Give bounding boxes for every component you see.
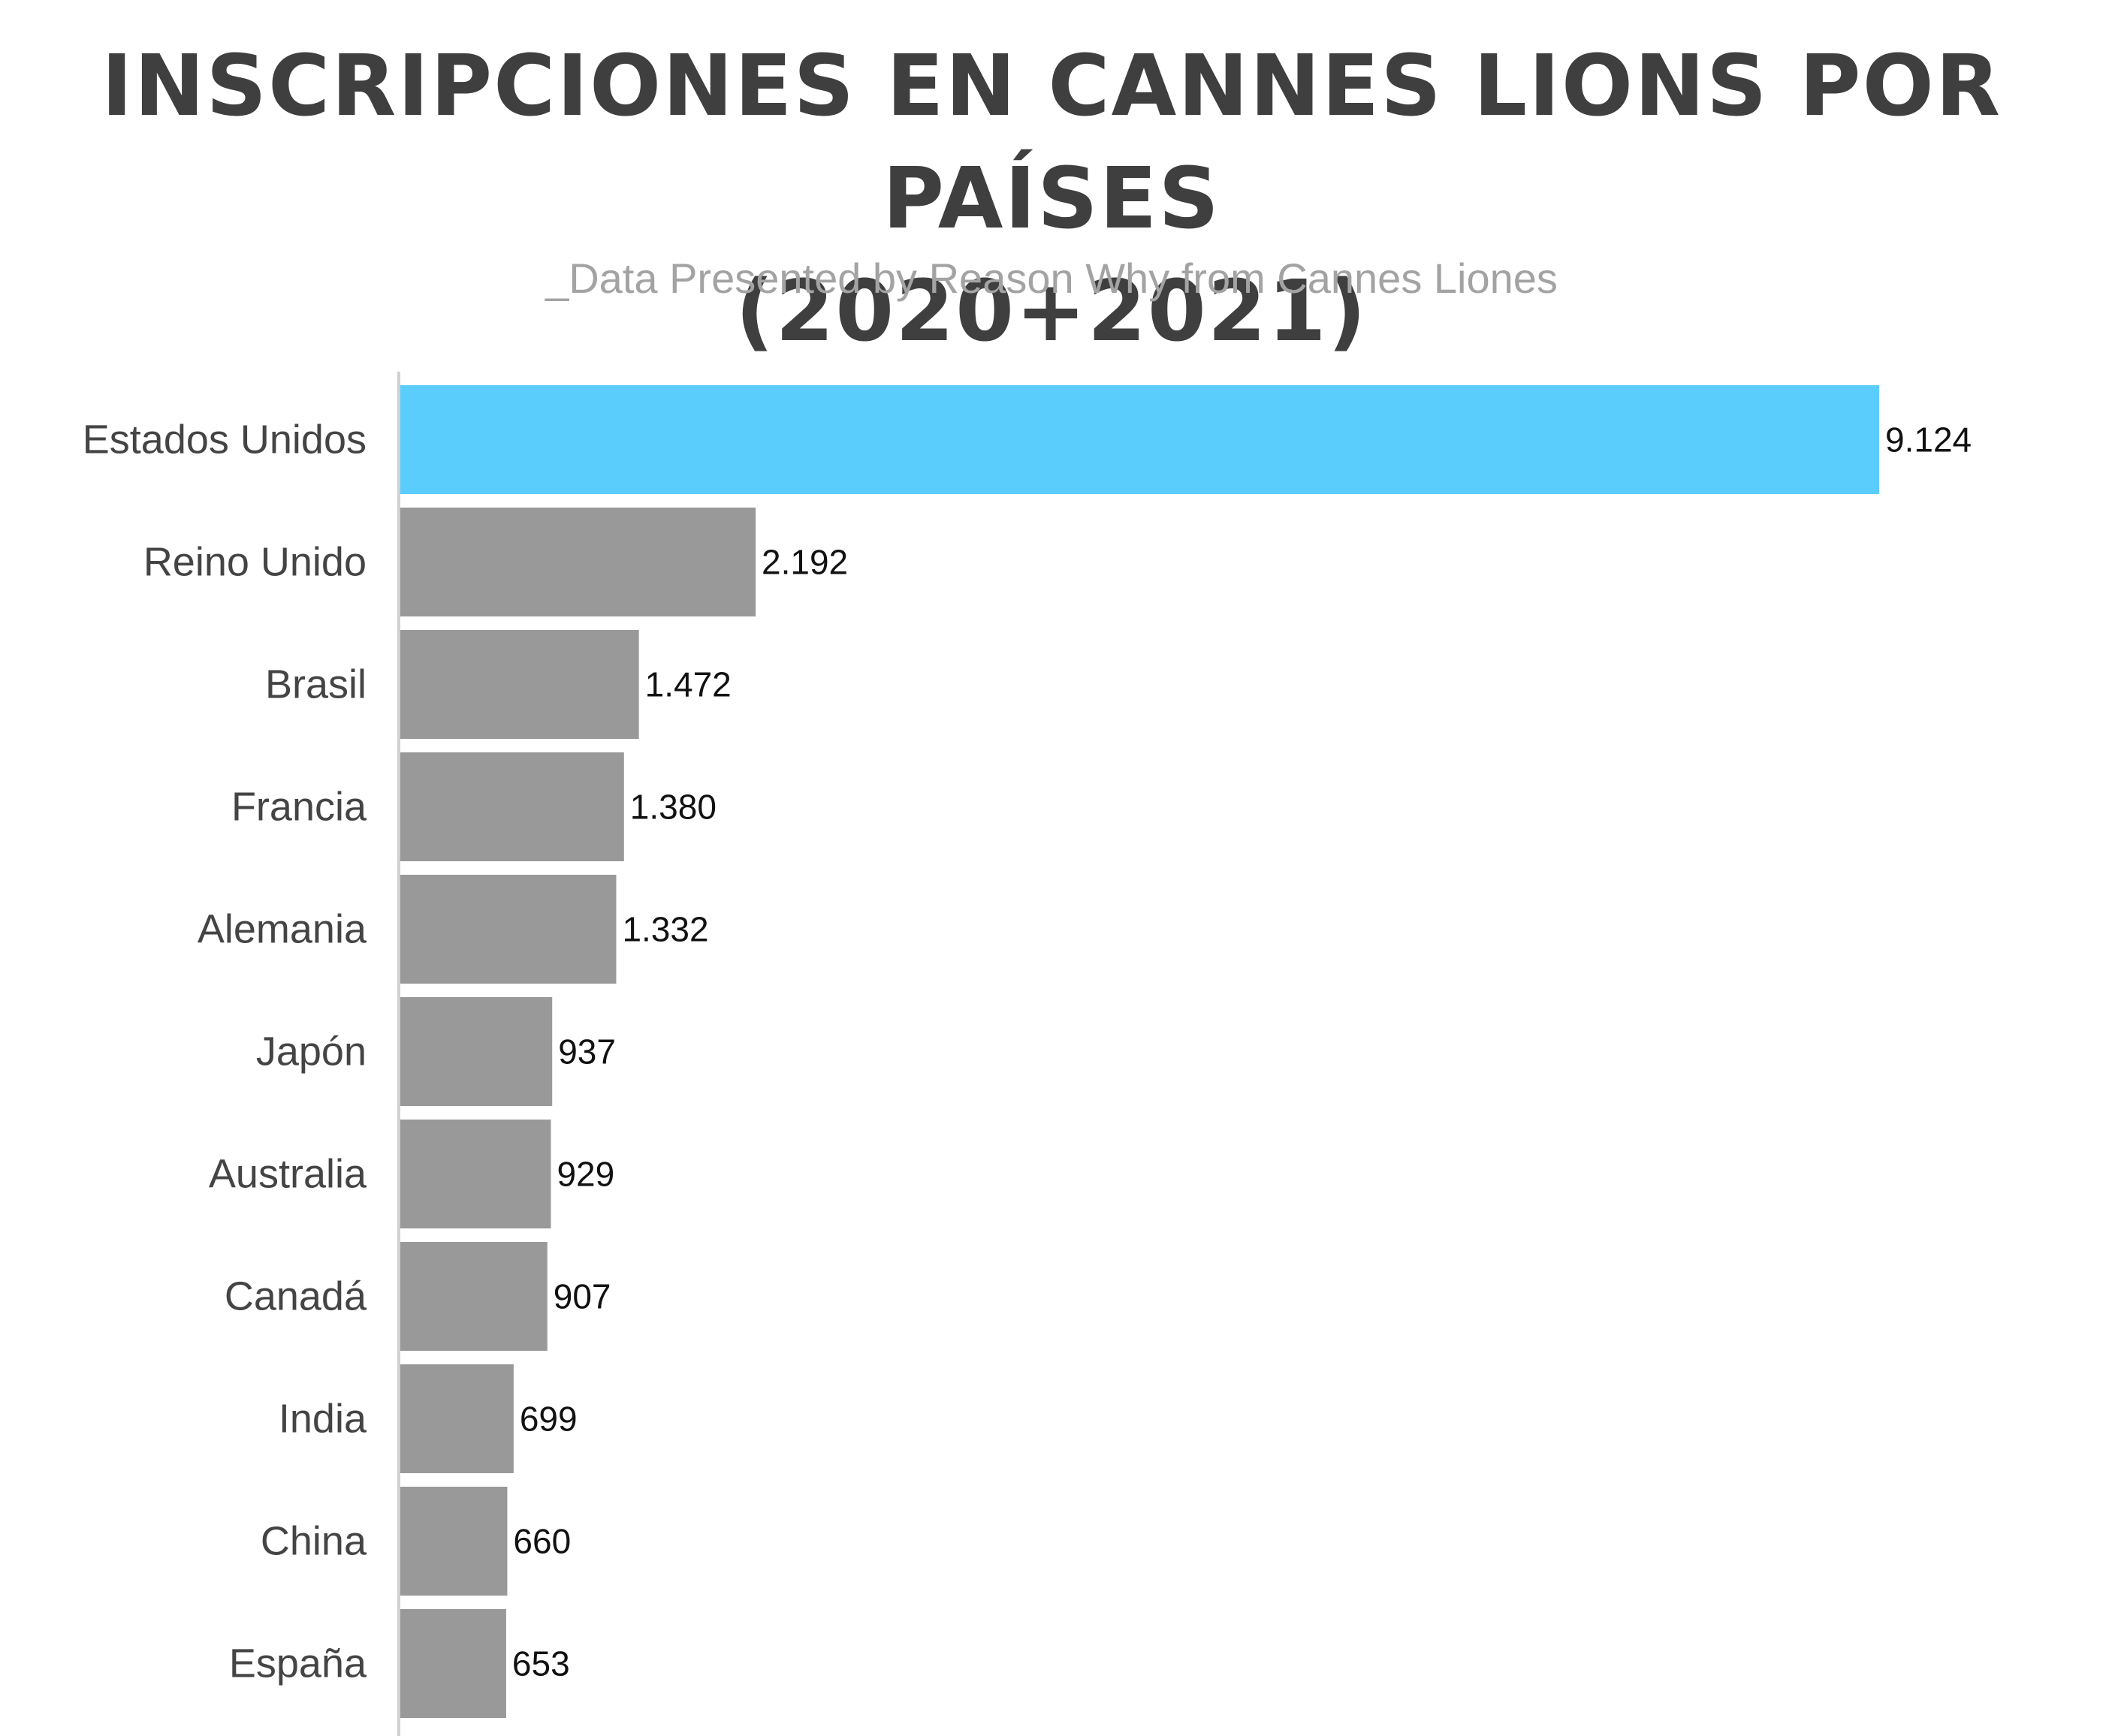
category-label-1: Reino Unido [143,540,367,585]
bar-10 [400,1609,506,1718]
category-label-0: Estados Unidos [83,417,367,463]
bar-1 [400,508,756,616]
value-label-8: 699 [520,1400,578,1439]
value-label-9: 660 [513,1522,571,1561]
value-label-7: 907 [554,1277,611,1316]
category-label-3: Francia [231,785,367,830]
category-label-5: Japón [256,1029,367,1074]
chart-subtitle: _Data Presented by Reason Why from Canne… [545,255,1558,302]
bar-6 [400,1120,551,1228]
bar-3 [400,752,624,861]
bar-2 [400,630,639,739]
bar-4 [400,875,617,984]
chart-title-line-2: (2020+2021) [735,263,1368,360]
chart-title-line-1: INSCRIPCIONES EN CANNES LIONS POR PAÍSES [101,38,2002,248]
category-label-7: Canadá [225,1274,367,1319]
category-label-6: Australia [209,1152,367,1197]
value-label-0: 9.124 [1885,420,1972,460]
category-label-9: China [261,1519,367,1564]
category-label-2: Brasil [265,662,367,707]
category-label-8: India [279,1397,367,1442]
value-label-10: 653 [512,1644,570,1683]
value-label-6: 929 [557,1155,614,1194]
bar-5 [400,997,553,1106]
bar-7 [400,1242,548,1351]
bars-group: Estados Unidos 9.124 Reino Unido 2.192 Brasi… [83,385,1972,1718]
bar-9 [400,1487,508,1596]
value-label-1: 2.192 [762,543,848,582]
chart-title: INSCRIPCIONES EN CANNES LIONS POR PAÍSES… [0,30,2103,368]
value-label-2: 1.472 [645,665,732,704]
category-label-4: Alemania [198,907,367,952]
value-label-4: 1.332 [622,910,708,949]
value-label-3: 1.380 [630,788,717,827]
value-label-5: 937 [558,1032,616,1071]
bar-0 [400,385,1879,494]
category-label-10: España [229,1641,367,1686]
bar-8 [400,1364,514,1473]
